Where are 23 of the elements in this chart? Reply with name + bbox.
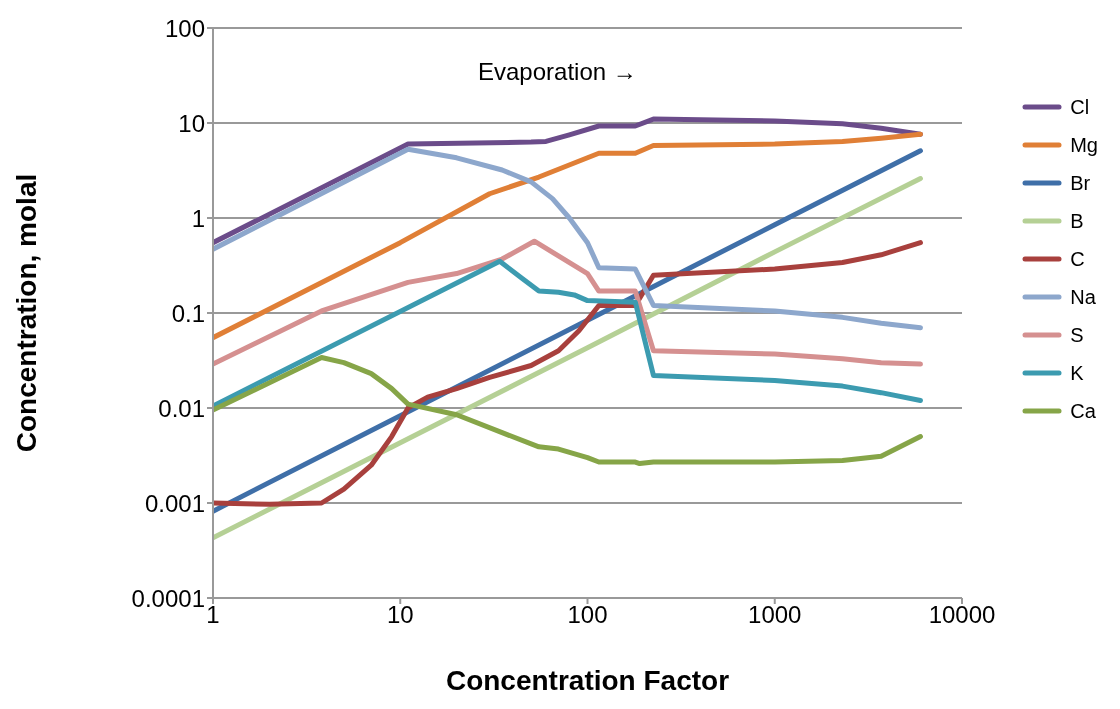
legend-label: Cl — [1070, 95, 1090, 119]
legend-label: K — [1070, 361, 1084, 385]
y-tick-label: 0.01 — [158, 394, 205, 422]
annotation: Evaporation → — [478, 58, 637, 86]
legend-label: S — [1070, 323, 1084, 347]
x-tick-label: 100 — [567, 601, 608, 629]
legend-label: Mg — [1070, 133, 1098, 157]
legend-label: Ca — [1070, 399, 1096, 423]
y-tick-label: 10 — [178, 109, 205, 137]
x-tick-label: 10000 — [928, 601, 996, 629]
x-axis-title: Concentration Factor — [445, 665, 730, 696]
legend-label: Br — [1070, 171, 1091, 195]
legend-label: Na — [1070, 285, 1096, 309]
y-tick-label: 100 — [164, 14, 205, 42]
x-tick-label: 1000 — [748, 601, 802, 629]
legend-label: C — [1070, 247, 1085, 271]
y-tick-label: 0.0001 — [131, 584, 205, 612]
x-tick-label: 10 — [386, 601, 414, 629]
legend-label: B — [1070, 209, 1084, 233]
y-tick-label: 0.001 — [144, 489, 205, 517]
y-axis-title: Concentration, molal — [10, 173, 42, 453]
y-tick-label: 1 — [191, 204, 205, 232]
y-tick-label: 0.1 — [171, 299, 205, 327]
